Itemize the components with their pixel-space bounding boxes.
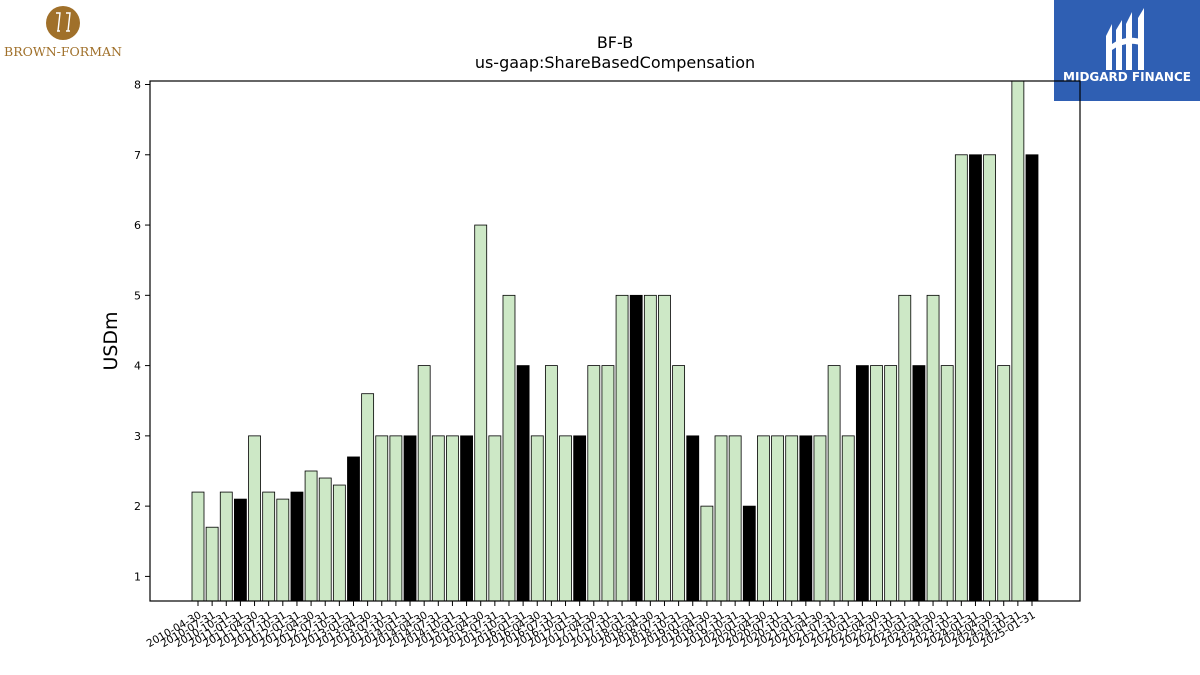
bar-2011-07-31 [262, 491, 276, 602]
bar-2011-01-31 [234, 498, 247, 602]
bar-2024-10-31 [1011, 80, 1025, 602]
bar-2011-10-31 [276, 498, 290, 602]
y-tick-label: 5 [134, 289, 141, 302]
bar-2015-01-31 [460, 435, 473, 602]
bar-2021-10-31 [841, 435, 855, 602]
bar-2013-04-30 [361, 393, 375, 602]
y-tick-label: 2 [134, 500, 141, 513]
y-tick-label: 4 [134, 360, 141, 373]
bar-2023-07-31 [940, 365, 954, 602]
y-tick-label: 7 [134, 149, 141, 162]
bar-2024-01-31 [969, 154, 982, 602]
x-axis-ticks: 2010-04-302010-07-312010-10-312011-01-31… [145, 601, 1038, 650]
bar-2010-04-30 [191, 491, 205, 602]
bar-2025-01-31 [1025, 154, 1039, 602]
bar-2021-04-30 [813, 435, 827, 602]
bar-2012-10-31 [332, 484, 346, 602]
bar-2024-07-31 [997, 365, 1011, 602]
midgard-mark-icon [1106, 8, 1144, 70]
bar-2010-10-31 [219, 491, 233, 602]
bar-2015-10-31 [502, 294, 516, 602]
bar-2018-07-31 [658, 294, 671, 602]
bar-series [191, 80, 1039, 602]
bar-2022-01-31 [855, 365, 869, 602]
bar-2017-01-31 [573, 435, 587, 602]
bar-2017-10-31 [615, 294, 629, 602]
chart-title: BF-B [597, 33, 633, 52]
bar-2024-04-30 [983, 154, 996, 602]
bar-2014-10-31 [446, 435, 459, 602]
bar-2015-07-31 [488, 435, 502, 602]
y-tick-label: 8 [134, 79, 141, 92]
bar-2020-10-31 [785, 435, 799, 602]
bar-2017-04-30 [587, 365, 601, 602]
bar-2012-01-31 [290, 491, 304, 602]
y-axis-label: USDm [100, 311, 122, 370]
bar-2022-04-30 [870, 365, 883, 602]
bar-2013-01-31 [347, 456, 360, 602]
brown-forman-logo: BROWN-FORMAN [4, 4, 124, 62]
bar-2013-10-31 [389, 435, 403, 602]
bar-2013-07-31 [375, 435, 389, 602]
bar-2019-04-30 [700, 505, 714, 602]
midgard-finance-logo: MIDGARD FINANCE [1054, 0, 1200, 101]
y-tick-label: 3 [134, 430, 141, 443]
bar-2014-04-30 [417, 365, 431, 602]
bar-2021-01-31 [799, 435, 813, 602]
bar-2019-07-31 [714, 435, 728, 602]
bar-2016-04-30 [530, 435, 544, 602]
bar-2020-01-31 [742, 505, 756, 602]
bar-2022-07-31 [884, 365, 898, 602]
bar-2017-07-31 [601, 365, 615, 602]
chart-subtitle: us-gaap:ShareBasedCompensation [475, 53, 755, 72]
y-axis-ticks: 1 2 3 4 5 6 7 8 [134, 79, 150, 583]
bar-2018-01-31 [629, 294, 643, 602]
bar-2022-10-31 [898, 294, 912, 602]
y-tick-label: 6 [134, 219, 141, 232]
bar-2023-10-31 [954, 154, 968, 602]
plot-frame [149, 80, 1081, 602]
bar-2019-10-31 [728, 435, 742, 602]
bar-2018-10-31 [672, 365, 686, 602]
bar-2018-04-30 [643, 294, 657, 602]
bar-2015-04-30 [474, 224, 488, 602]
bar-2021-07-31 [827, 365, 841, 602]
bar-2020-07-31 [771, 435, 784, 602]
bar-2016-01-31 [516, 365, 530, 602]
bar-2016-10-31 [559, 435, 572, 602]
brown-forman-seal-icon [46, 6, 80, 40]
bar-2014-07-31 [431, 435, 445, 602]
bar-2012-07-31 [318, 477, 332, 602]
midgard-wordmark: MIDGARD FINANCE [1063, 70, 1191, 84]
bar-2019-01-31 [686, 435, 700, 602]
bar-2016-07-31 [544, 365, 558, 602]
brown-forman-wordmark: BROWN-FORMAN [4, 44, 122, 59]
bar-2010-07-31 [205, 526, 219, 602]
bar-2020-04-30 [757, 435, 770, 602]
bar-2023-04-30 [926, 294, 940, 602]
bar-2023-01-31 [912, 365, 926, 602]
y-tick-label: 1 [134, 570, 141, 583]
bar-2011-04-30 [248, 435, 261, 602]
bar-2012-04-30 [304, 470, 318, 602]
bar-2014-01-31 [403, 435, 417, 602]
